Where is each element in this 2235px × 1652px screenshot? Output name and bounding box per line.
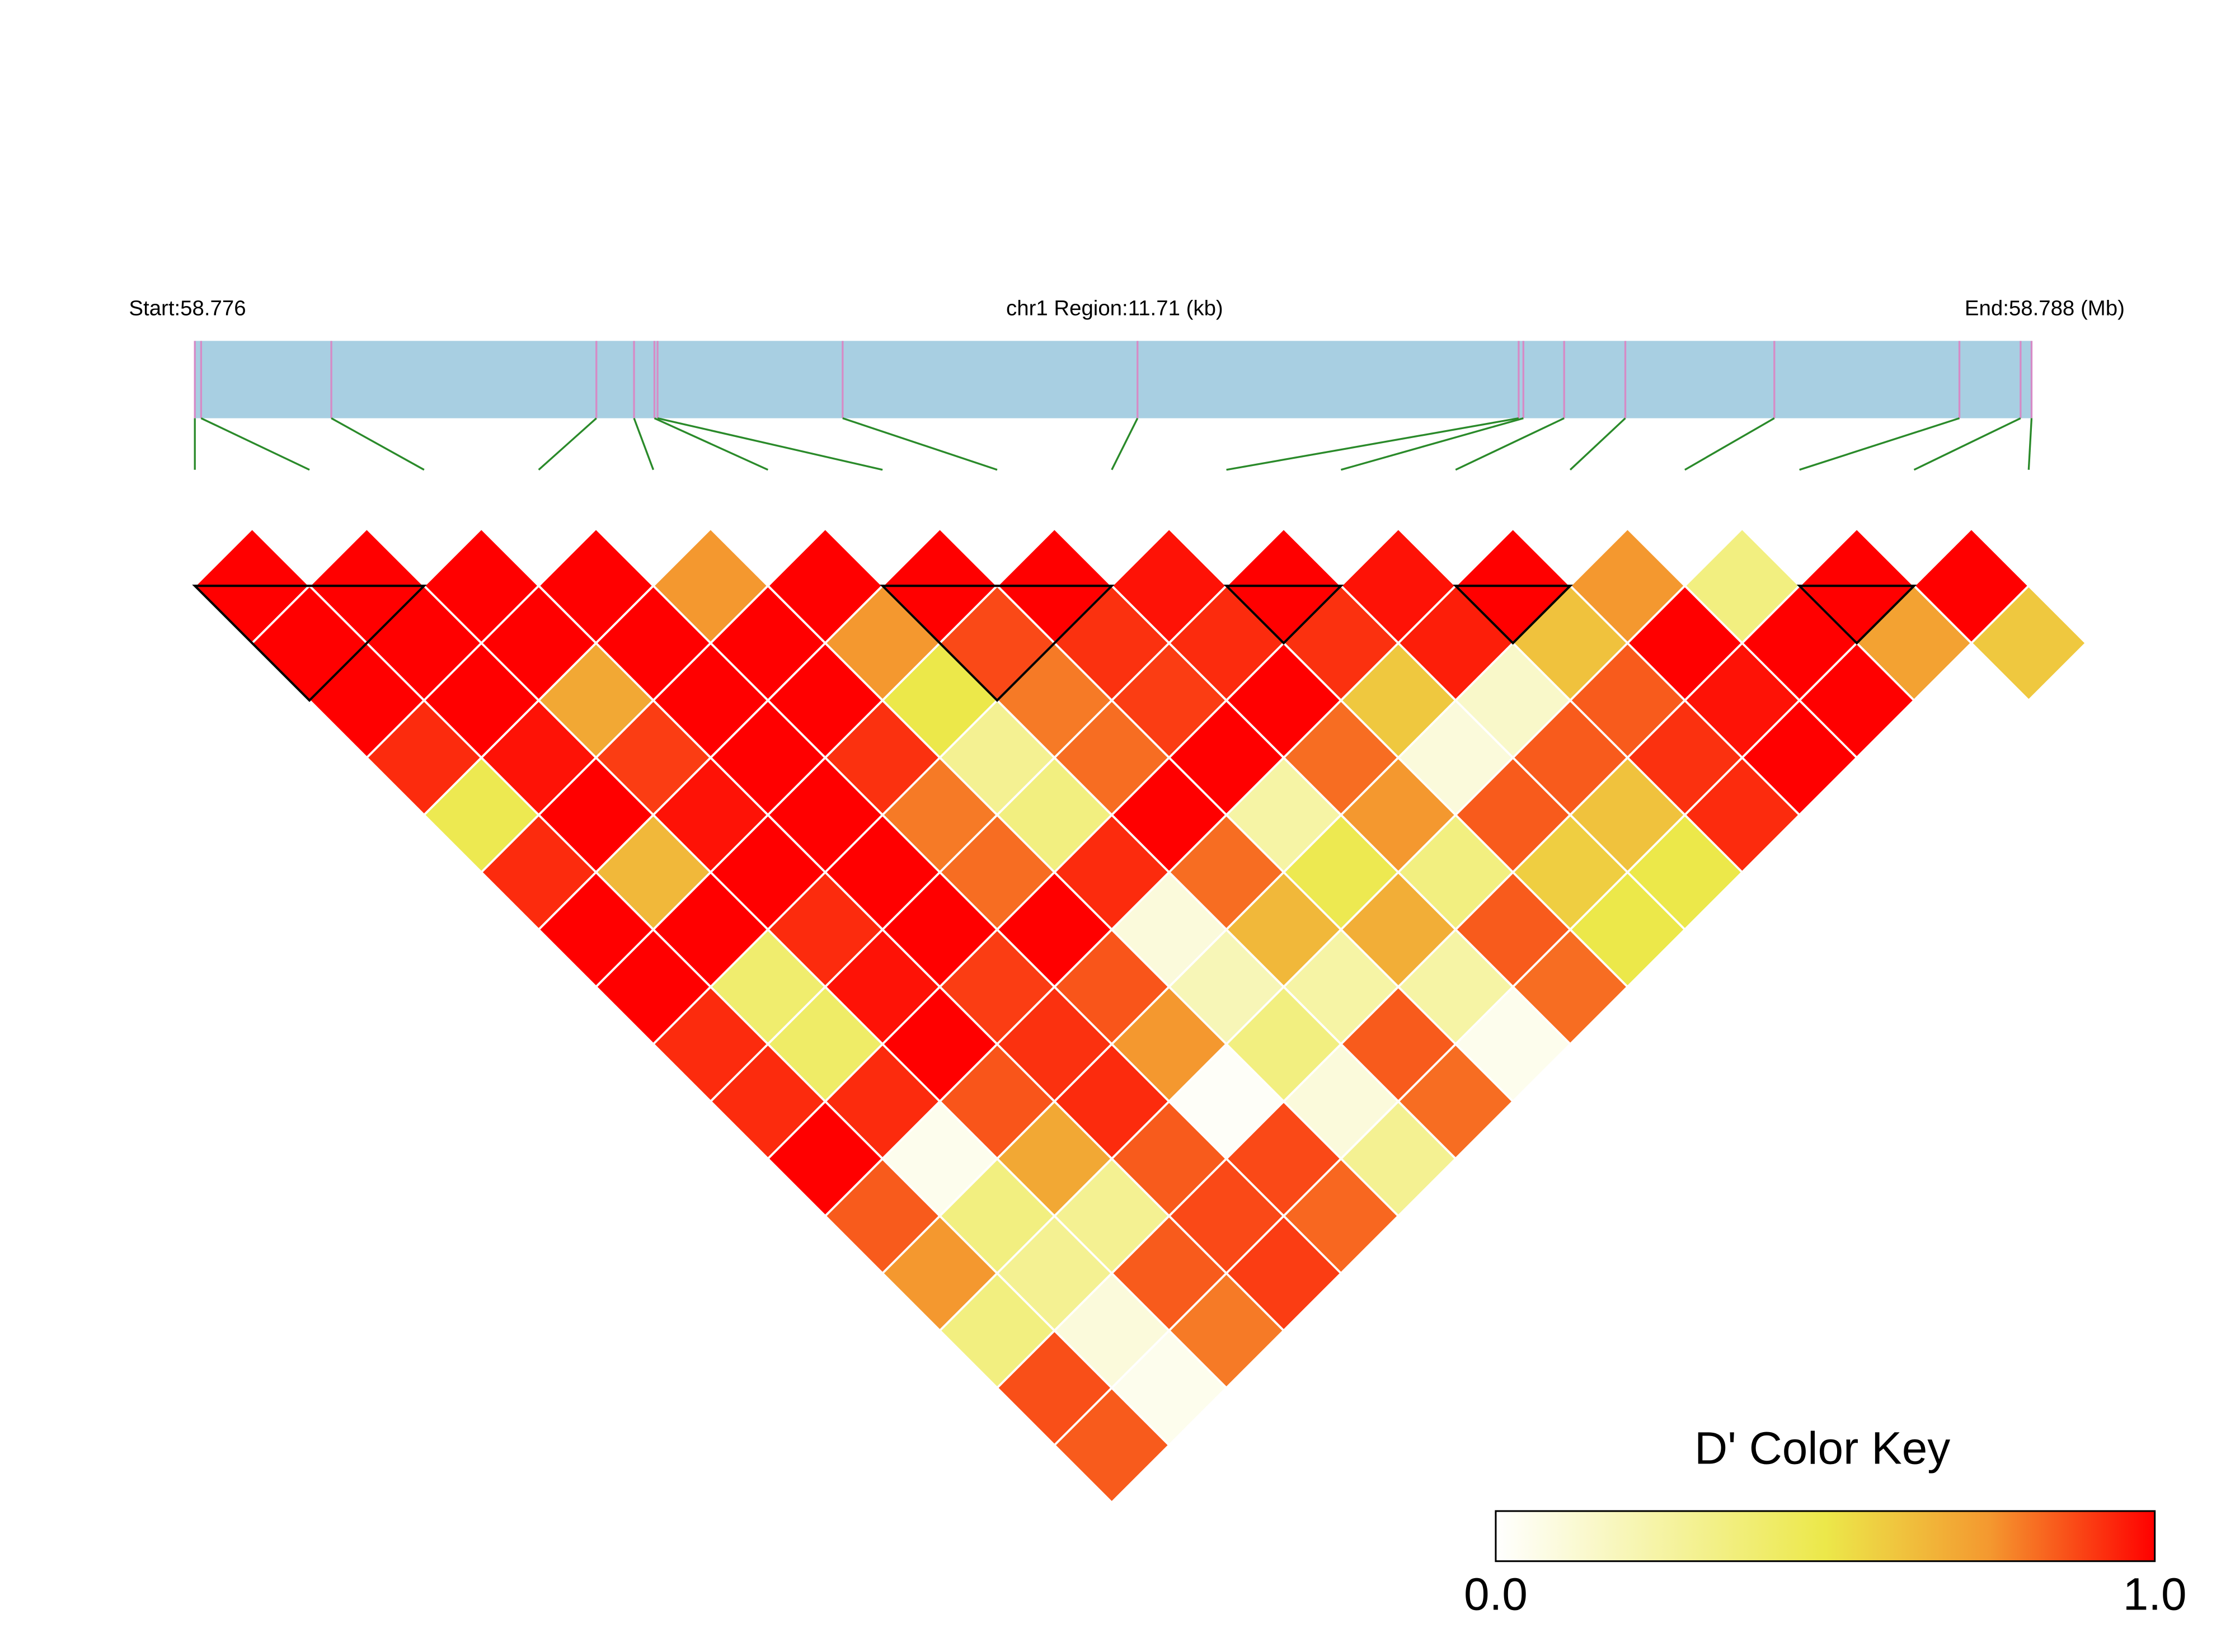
snp-connector	[1684, 417, 1775, 471]
ld-block	[1223, 585, 1344, 645]
snp-connector	[1799, 417, 1960, 471]
ld-cell	[1053, 1386, 1171, 1504]
color-key	[1495, 1510, 2156, 1562]
ld-block	[1453, 585, 1573, 645]
snp-connector	[842, 417, 998, 471]
snp-connector	[1111, 417, 1139, 470]
ld-cell	[1970, 584, 2088, 702]
snp-connector	[1340, 417, 1524, 471]
snp-connector	[1569, 417, 1626, 470]
start-label: Start:58.776	[129, 296, 246, 320]
ld-block	[192, 585, 427, 702]
snp-connector	[538, 417, 597, 471]
snp-connector	[1455, 417, 1565, 471]
snp-connector	[331, 417, 425, 471]
snp-connector	[654, 417, 768, 471]
ld-block	[1796, 585, 1917, 645]
ld-block	[880, 585, 1115, 702]
snp-connector	[200, 417, 310, 471]
snp-connector	[633, 418, 655, 470]
key-tick-label: 0.0	[1464, 1569, 1528, 1620]
snp-connector	[657, 417, 883, 471]
snp-connector	[1913, 417, 2021, 471]
end-label: End:58.788 (Mb)	[1965, 296, 2125, 320]
gene-track	[195, 341, 2032, 418]
key-title: D' Color Key	[1694, 1423, 1950, 1474]
snp-connector	[1226, 417, 1519, 471]
key-tick-label: 1.0	[2123, 1569, 2187, 1620]
region-label: chr1 Region:11.71 (kb)	[1006, 296, 1223, 320]
snp-connector	[2027, 418, 2033, 470]
